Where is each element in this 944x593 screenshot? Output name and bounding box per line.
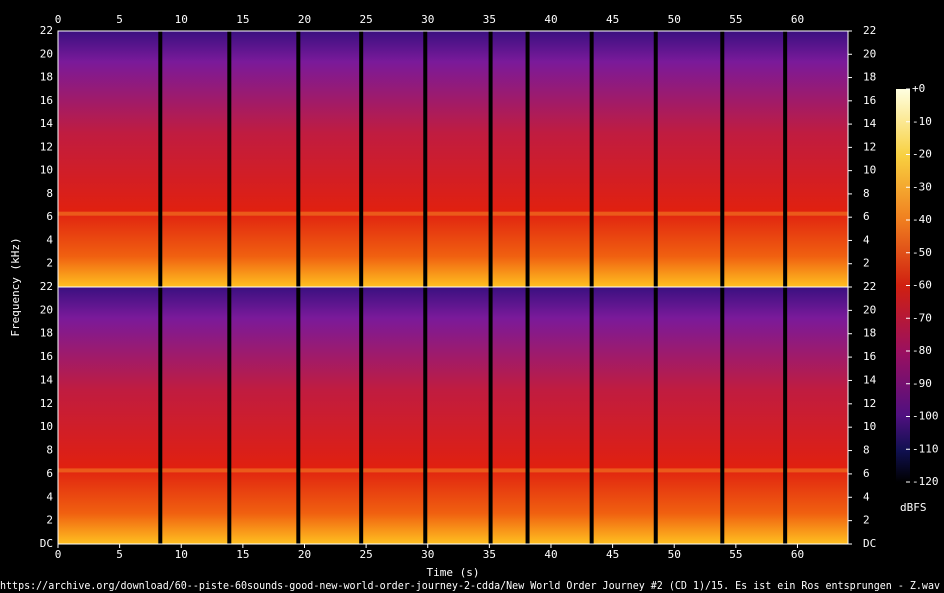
- y-tick-label: 22: [40, 24, 53, 37]
- y-tick-label-right: 12: [863, 140, 876, 153]
- y-tick-label-right: 22: [863, 24, 876, 37]
- x-tick-label: 15: [236, 548, 249, 561]
- y-tick-label: 14: [40, 117, 54, 130]
- y-tick-label-right: 2: [863, 514, 870, 527]
- band-6khz: [58, 468, 848, 473]
- colorbar-label: dBFS: [900, 501, 927, 514]
- y-tick-label: 4: [46, 490, 53, 503]
- y-tick-label-right: 8: [863, 187, 870, 200]
- y-tick-label-right: 8: [863, 444, 870, 457]
- colorbar-tick-label: -90: [912, 377, 932, 390]
- y-tick-label-right: 12: [863, 397, 876, 410]
- x-tick-label: 30: [421, 548, 434, 561]
- x-tick-label: 45: [606, 548, 619, 561]
- colorbar-tick-label: -60: [912, 279, 932, 292]
- y-tick-label: 2: [46, 514, 53, 527]
- y-tick-label: 18: [40, 327, 53, 340]
- colorbar-tick-label: -20: [912, 148, 932, 161]
- y-tick-label: 6: [46, 467, 53, 480]
- x-tick-label-top: 45: [606, 13, 619, 26]
- colorbar-tick-label: +0: [912, 82, 925, 95]
- y-tick-label: DC: [40, 537, 53, 550]
- x-tick-label-top: 10: [175, 13, 188, 26]
- y-tick-label: 12: [40, 140, 53, 153]
- x-tick-label: 40: [544, 548, 557, 561]
- x-tick-label: 35: [483, 548, 496, 561]
- colorbar-tick-label: -30: [912, 180, 932, 193]
- x-tick-label: 60: [791, 548, 804, 561]
- x-tick-label-top: 60: [791, 13, 804, 26]
- y-tick-label: 16: [40, 350, 53, 363]
- y-tick-label: 6: [46, 210, 53, 223]
- y-tick-label-right: 16: [863, 94, 876, 107]
- y-tick-label-right: 10: [863, 164, 876, 177]
- spectrogram-channel: [58, 287, 848, 544]
- x-tick-label-top: 35: [483, 13, 496, 26]
- y-tick-label-right: 4: [863, 233, 870, 246]
- x-tick-label-top: 15: [236, 13, 249, 26]
- x-tick-label-top: 20: [298, 13, 311, 26]
- y-tick-label: 10: [40, 420, 53, 433]
- y-tick-label-right: 18: [863, 327, 876, 340]
- y-tick-label-right: 20: [863, 303, 876, 316]
- colorbar-tick-label: -120: [912, 475, 939, 488]
- x-tick-label-top: 25: [359, 13, 372, 26]
- colorbar-tick-label: -70: [912, 311, 932, 324]
- x-tick-label: 5: [116, 548, 123, 561]
- y-tick-label-right: 4: [863, 490, 870, 503]
- x-tick-label-top: 55: [729, 13, 742, 26]
- y-tick-label: 4: [46, 233, 53, 246]
- y-tick-label-right: 16: [863, 350, 876, 363]
- y-tick-label: 10: [40, 164, 53, 177]
- x-tick-label: 50: [668, 548, 681, 561]
- y-tick-label-right: 14: [863, 373, 877, 386]
- x-tick-label: 0: [55, 548, 62, 561]
- y-tick-label: 20: [40, 303, 53, 316]
- x-tick-label-top: 50: [668, 13, 681, 26]
- y-tick-label-right: 6: [863, 467, 870, 480]
- x-tick-label-top: 0: [55, 13, 62, 26]
- colorbar-tick-label: -110: [912, 442, 939, 455]
- y-tick-label-right: 14: [863, 117, 877, 130]
- y-tick-label: 8: [46, 187, 53, 200]
- x-axis-label: Time (s): [427, 566, 480, 579]
- spectrogram-channel: [58, 31, 848, 287]
- x-tick-label: 10: [175, 548, 188, 561]
- colorbar-tick-label: -40: [912, 213, 932, 226]
- x-tick-label: 55: [729, 548, 742, 561]
- y-tick-label: 20: [40, 47, 53, 60]
- y-tick-label-right: 2: [863, 257, 870, 270]
- y-axis-label: Frequency (kHz): [9, 237, 22, 336]
- y-tick-label-right: 20: [863, 47, 876, 60]
- y-tick-label-right: 10: [863, 420, 876, 433]
- y-tick-label-right: DC: [863, 537, 876, 550]
- x-tick-label-top: 5: [116, 13, 123, 26]
- colorbar-tick-label: -80: [912, 344, 932, 357]
- x-tick-label-top: 30: [421, 13, 434, 26]
- y-tick-label: 14: [40, 373, 54, 386]
- y-tick-label: 2: [46, 257, 53, 270]
- y-tick-label-right: 18: [863, 71, 876, 84]
- colorbar-tick-label: -10: [912, 115, 932, 128]
- x-tick-label: 25: [359, 548, 372, 561]
- x-tick-label-top: 40: [544, 13, 557, 26]
- colorbar-tick-label: -50: [912, 246, 932, 259]
- caption: https://archive.org/download/60--piste-6…: [0, 579, 940, 592]
- y-tick-label: 12: [40, 397, 53, 410]
- y-tick-label: 16: [40, 94, 53, 107]
- y-tick-label: 22: [40, 280, 53, 293]
- y-tick-label-right: 6: [863, 210, 870, 223]
- y-tick-label: 8: [46, 444, 53, 457]
- colorbar-tick-label: -100: [912, 410, 939, 423]
- x-tick-label: 20: [298, 548, 311, 561]
- band-6khz: [58, 211, 848, 216]
- y-tick-label-right: 22: [863, 280, 876, 293]
- y-tick-label: 18: [40, 71, 53, 84]
